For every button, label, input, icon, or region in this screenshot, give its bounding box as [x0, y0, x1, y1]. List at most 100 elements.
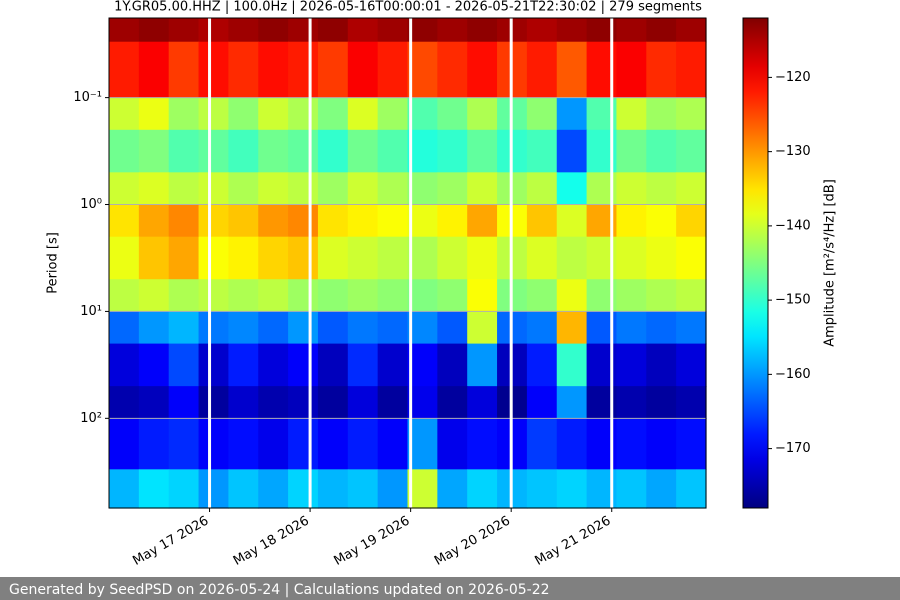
heatmap-cell	[526, 41, 558, 99]
heatmap-cell	[228, 97, 259, 131]
heatmap-cell	[467, 18, 498, 43]
heatmap-cell	[407, 172, 438, 206]
heatmap-cell	[437, 18, 468, 43]
heatmap-cell	[556, 236, 588, 280]
heatmap-cell	[526, 97, 558, 131]
heatmap-cell	[676, 279, 707, 313]
heatmap-cell	[616, 279, 647, 313]
heatmap-cell	[616, 236, 647, 280]
heatmap-cell	[526, 18, 558, 43]
heatmap-cell	[467, 236, 498, 280]
heatmap-cell	[168, 279, 200, 313]
heatmap-cell	[407, 129, 438, 173]
heatmap-cell	[347, 129, 379, 173]
heatmap-cell	[198, 18, 229, 43]
heatmap-cell	[616, 97, 647, 131]
heatmap-cell	[347, 204, 379, 238]
heatmap-cell	[556, 41, 588, 99]
heatmap-cell	[556, 386, 588, 419]
y-tick-label: 10⁻¹	[73, 90, 102, 105]
heatmap-cell	[407, 204, 438, 238]
heatmap-cell	[616, 41, 647, 99]
heatmap-cell	[407, 418, 438, 470]
x-tick-label: May 17 2026	[130, 514, 211, 569]
heatmap-cell	[676, 172, 707, 206]
heatmap-cell	[467, 129, 498, 173]
heatmap-cell	[437, 469, 468, 509]
heatmap-cell	[109, 41, 140, 99]
heatmap-cell	[556, 172, 588, 206]
heatmap-cell	[288, 343, 319, 387]
heatmap-cell	[676, 236, 707, 280]
heatmap-cell	[288, 279, 319, 313]
heatmap-cell	[228, 386, 259, 419]
heatmap-cell	[258, 129, 289, 173]
heatmap-cell	[168, 418, 200, 470]
heatmap-cell	[616, 172, 647, 206]
heatmap-cell	[407, 469, 438, 509]
heatmap-cell	[198, 204, 229, 238]
y-tick-label: 10¹	[80, 304, 102, 319]
heatmap-cell	[646, 41, 677, 99]
heatmap-cell	[288, 311, 319, 345]
heatmap-cell	[437, 41, 468, 99]
heatmap-cell	[258, 97, 289, 131]
heatmap-cell	[646, 18, 677, 43]
heatmap-cell	[347, 311, 379, 345]
heatmap-cell	[109, 97, 140, 131]
heatmap-cell	[198, 469, 229, 509]
heatmap-cell	[198, 172, 229, 206]
heatmap-cell	[526, 311, 558, 345]
heatmap-cell	[437, 129, 468, 173]
heatmap-cell	[317, 129, 349, 173]
heatmap-cell	[317, 97, 349, 131]
heatmap-cell	[616, 418, 647, 470]
heatmap-cell	[228, 41, 259, 99]
heatmap-cell	[258, 172, 289, 206]
heatmap-cell	[228, 311, 259, 345]
heatmap-cell	[198, 418, 229, 470]
heatmap-cell	[168, 236, 200, 280]
colorbar-tick-label: −150	[775, 293, 811, 308]
heatmap-cell	[467, 279, 498, 313]
heatmap-cell	[526, 172, 558, 206]
heatmap-cell	[556, 204, 588, 238]
heatmap-cell	[437, 236, 468, 280]
heatmap-cell	[616, 469, 647, 509]
heatmap-cell	[168, 172, 200, 206]
heatmap-cell	[109, 469, 140, 509]
heatmap-cell	[377, 469, 409, 509]
heatmap-cell	[556, 97, 588, 131]
heatmap-cell	[109, 386, 140, 419]
heatmap-cell	[467, 469, 498, 509]
heatmap-cell	[676, 418, 707, 470]
x-tick-label: May 18 2026	[231, 514, 312, 569]
heatmap-cell	[616, 311, 647, 345]
heatmap-cell	[377, 97, 409, 131]
heatmap-cell	[288, 41, 319, 99]
heatmap-cell	[138, 18, 170, 43]
heatmap-cell	[526, 343, 558, 387]
heatmap-cell	[228, 418, 259, 470]
heatmap-cell	[377, 386, 409, 419]
heatmap-cell	[377, 129, 409, 173]
heatmap-cell	[646, 204, 677, 238]
heatmap-cell	[138, 236, 170, 280]
heatmap-cell	[377, 343, 409, 387]
heatmap-cell	[646, 129, 677, 173]
heatmap-cell	[138, 279, 170, 313]
heatmap-cell	[109, 279, 140, 313]
heatmap-cell	[168, 129, 200, 173]
heatmap-cell	[407, 343, 438, 387]
heatmap-cell	[556, 18, 588, 43]
heatmap-cell	[676, 129, 707, 173]
y-axis-label: Period [s]	[46, 232, 61, 294]
heatmap-cell	[168, 386, 200, 419]
heatmap-cell	[646, 236, 677, 280]
heatmap-cell	[198, 279, 229, 313]
heatmap-cell	[437, 204, 468, 238]
heatmap-cell	[407, 97, 438, 131]
heatmap-cell	[347, 343, 379, 387]
heatmap-cell	[526, 236, 558, 280]
